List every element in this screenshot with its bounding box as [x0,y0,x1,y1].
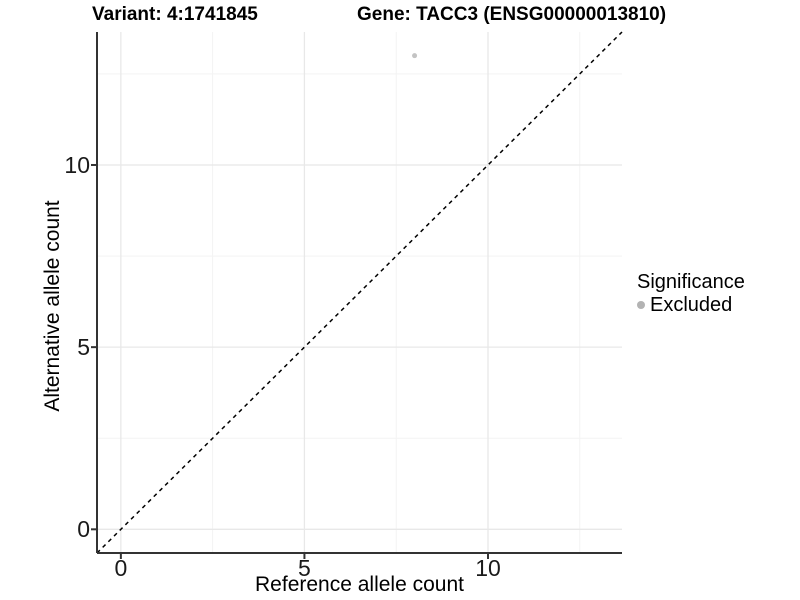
plot-canvas [91,31,623,559]
x-tick-label: 0 [114,555,128,581]
data-point [412,53,418,59]
x-axis-title: Reference allele count [255,573,464,596]
y-tick-label: 10 [64,151,90,178]
circle-marker-icon [637,301,645,309]
legend-item-label: Excluded [650,294,733,316]
plot-panel [91,31,623,559]
y-tick-label: 5 [77,334,90,361]
x-tick-label: 10 [475,555,501,581]
plot-title-gene: Gene: TACC3 (ENSG00000013810) [357,4,667,25]
legend-title: Significance [637,271,745,293]
legend: Significance Excluded [637,271,745,316]
y-axis-title: Alternative allele count [41,200,64,412]
y-tick-label: 0 [77,516,90,543]
x-tick-label: 5 [298,555,311,581]
identity-reference-line [96,31,623,554]
plot-title-variant: Variant: 4:1741845 [92,4,258,25]
legend-item-excluded: Excluded [637,294,745,316]
